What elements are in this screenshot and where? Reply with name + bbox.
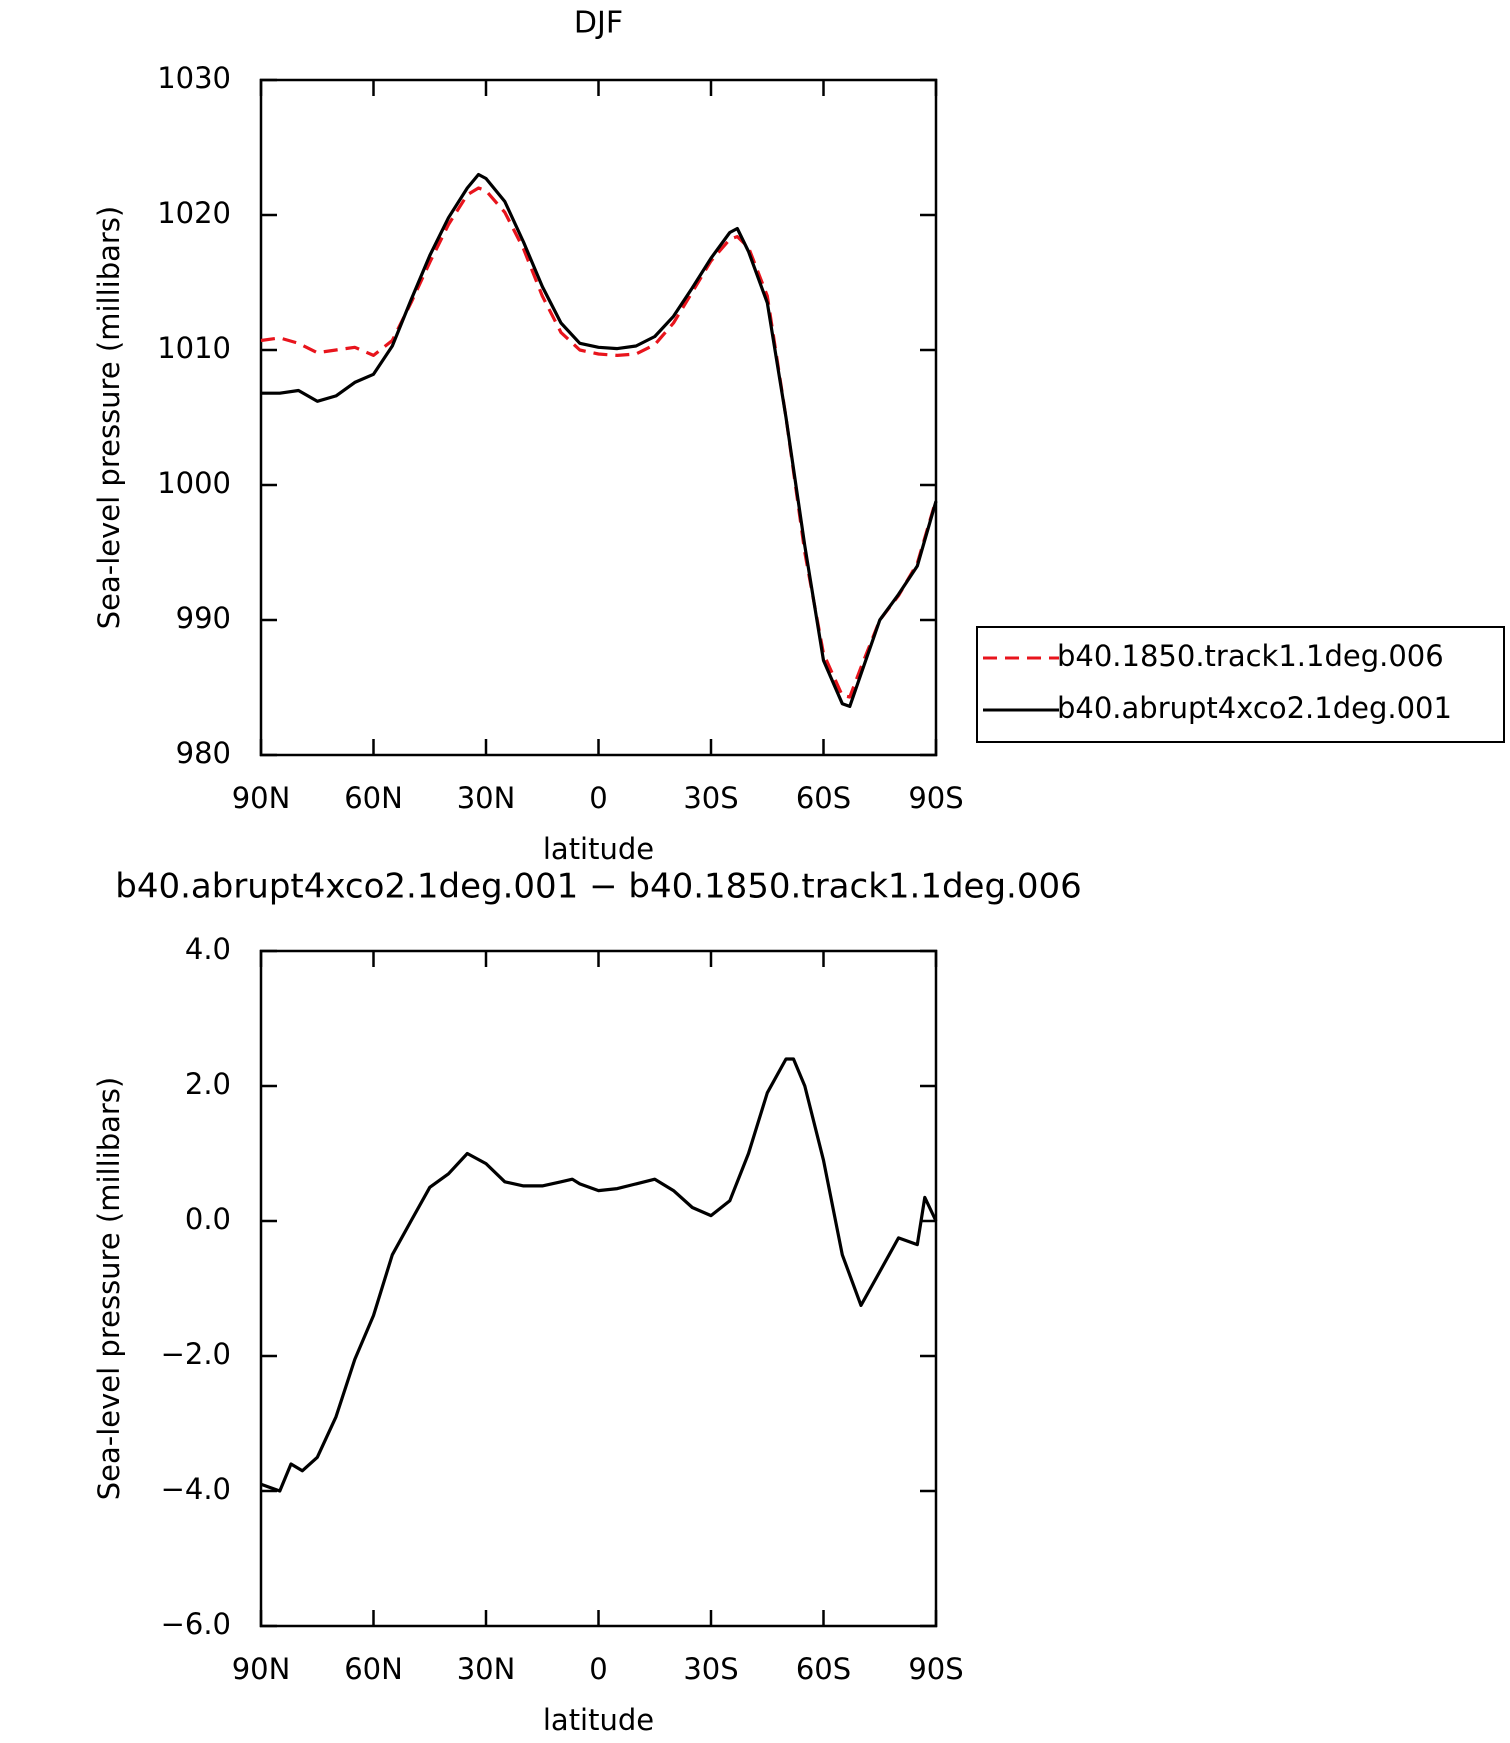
legend-box <box>976 626 1505 743</box>
x-axis-label: latitude <box>543 1703 654 1737</box>
data-line <box>261 172 938 708</box>
x-tick-label: 30N <box>457 781 516 815</box>
y-tick-label: 1010 <box>157 331 231 365</box>
y-tick-label: 1000 <box>157 466 231 500</box>
data-line <box>260 186 938 699</box>
y-tick-label: 980 <box>176 736 231 770</box>
y-tick-label: −2.0 <box>161 1337 231 1371</box>
x-tick-label: 90N <box>232 781 291 815</box>
x-tick-label: 90N <box>232 1652 291 1686</box>
y-tick-label: −6.0 <box>161 1607 231 1641</box>
data-line <box>260 1057 938 1493</box>
x-tick-label: 60N <box>344 781 403 815</box>
x-tick-label: 0 <box>589 781 607 815</box>
legend-label: b40.abrupt4xco2.1deg.001 <box>1057 691 1452 725</box>
plot-frame <box>259 949 938 1628</box>
y-tick-label: 1030 <box>157 61 231 95</box>
x-tick-label: 60N <box>344 1652 403 1686</box>
chart-title: b40.abrupt4xco2.1deg.001 − b40.1850.trac… <box>115 867 1082 907</box>
x-tick-label: 30N <box>457 1652 516 1686</box>
x-axis-label: latitude <box>543 832 654 866</box>
legend: b40.1850.track1.1deg.006 b40.abrupt4xco2.… <box>976 626 1505 743</box>
x-tick-label: 30S <box>683 781 738 815</box>
y-axis-label: Sea-level pressure (millibars) <box>92 206 126 629</box>
y-tick-label: 990 <box>176 601 231 635</box>
x-tick-label: 90S <box>908 1652 963 1686</box>
y-axis-label: Sea-level pressure (millibars) <box>92 1077 126 1500</box>
x-tick-label: 90S <box>908 781 963 815</box>
x-tick-label: 60S <box>796 781 851 815</box>
x-tick-label: 60S <box>796 1652 851 1686</box>
x-tick-label: 30S <box>683 1652 738 1686</box>
y-tick-label: 2.0 <box>185 1067 231 1101</box>
y-tick-label: 0.0 <box>185 1202 231 1236</box>
plot-frame <box>259 78 938 757</box>
chart-title: DJF <box>574 6 623 41</box>
legend-label: b40.1850.track1.1deg.006 <box>1057 639 1444 673</box>
y-tick-label: 1020 <box>157 196 231 230</box>
x-tick-label: 0 <box>589 1652 607 1686</box>
y-tick-label: −4.0 <box>161 1472 231 1506</box>
y-tick-label: 4.0 <box>185 932 231 966</box>
